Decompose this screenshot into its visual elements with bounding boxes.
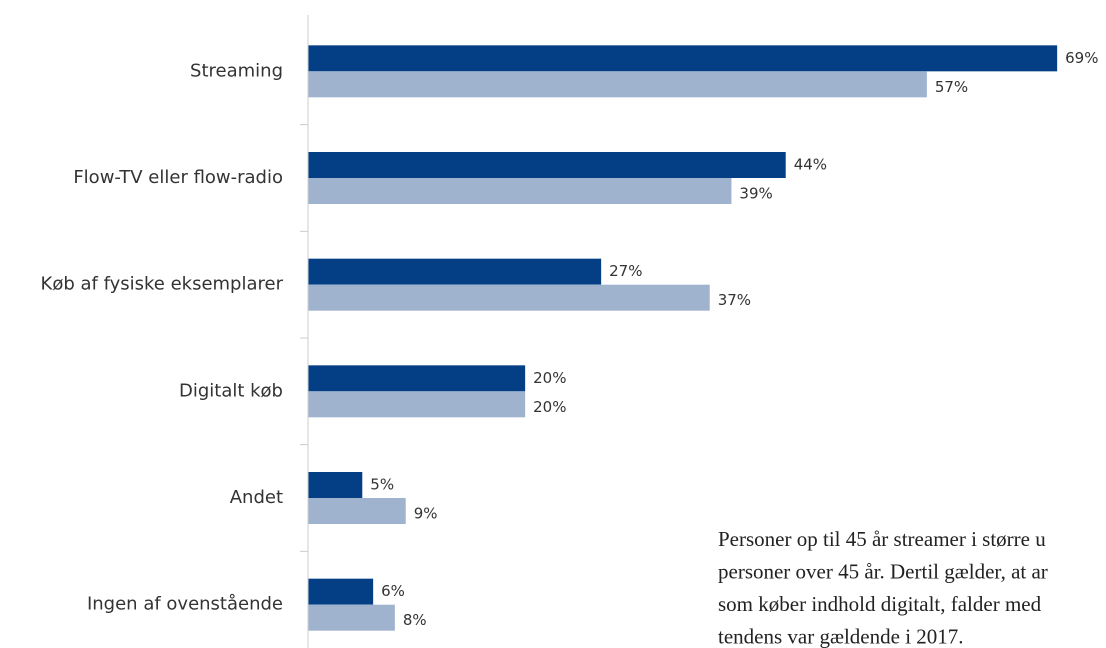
value-label: 20%: [533, 398, 566, 416]
category-label: Streaming: [190, 60, 283, 81]
annotation-line: Personer op til 45 år streamer i større …: [718, 527, 1046, 551]
bar: [308, 365, 526, 392]
category-label: Flow-TV eller flow-radio: [73, 167, 283, 188]
bar: [308, 152, 786, 178]
value-label: 20%: [533, 369, 566, 387]
bar: [308, 178, 732, 204]
value-label: 9%: [414, 505, 438, 523]
bar: [308, 472, 363, 498]
value-label: 5%: [370, 476, 394, 494]
value-label: 37%: [718, 291, 751, 309]
annotation-line: personer over 45 år. Dertil gælder, at a…: [718, 559, 1048, 583]
category-label: Ingen af ovenstående: [87, 594, 283, 615]
value-label: 8%: [403, 611, 427, 629]
bar: [308, 284, 710, 311]
value-label: 44%: [794, 156, 827, 174]
bar: [308, 45, 1058, 72]
category-label: Andet: [230, 487, 283, 508]
bar: [308, 604, 395, 631]
value-label: 6%: [381, 582, 405, 600]
bar: [308, 578, 374, 605]
category-label: Digitalt køb: [179, 380, 283, 401]
bar: [308, 391, 526, 418]
value-label: 27%: [609, 262, 642, 280]
bar: [308, 258, 602, 285]
bar: [308, 498, 406, 524]
value-label: 69%: [1065, 49, 1098, 67]
category-label: Køb af fysiske eksemplarer: [41, 274, 284, 295]
annotation-line: tendens var gældende i 2017.: [718, 624, 964, 648]
value-label: 39%: [739, 185, 772, 203]
value-label: 57%: [935, 78, 968, 96]
bar: [308, 71, 927, 98]
annotation-line: som køber indhold digitalt, falder med: [718, 592, 1042, 616]
